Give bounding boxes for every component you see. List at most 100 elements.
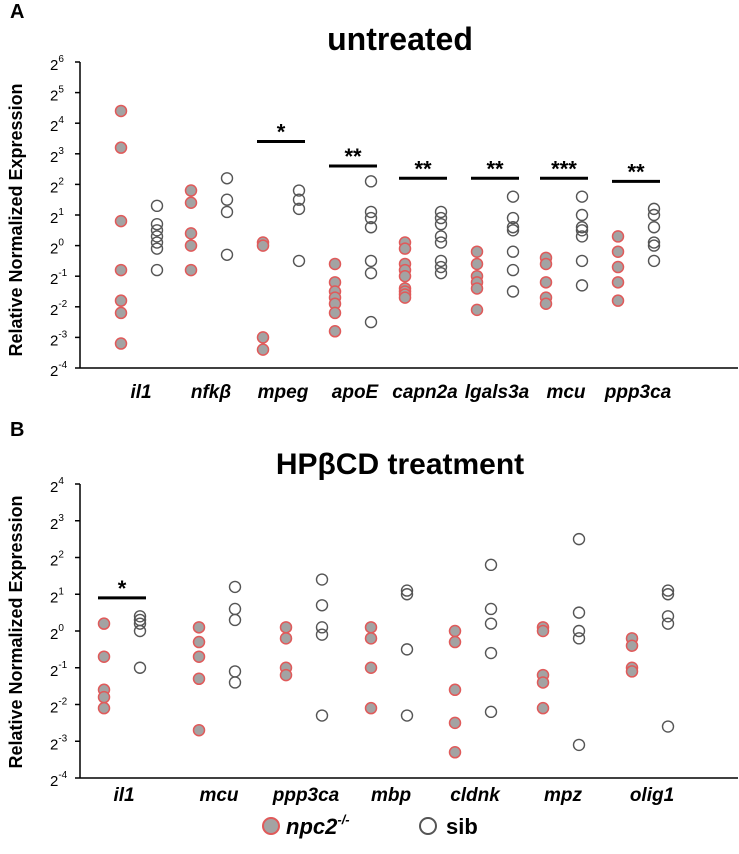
y-tick-label: 21 [50,586,64,606]
point-sib [228,580,242,594]
point-npc2 [114,337,128,350]
point-npc2 [184,196,198,210]
point-sib [661,584,675,597]
point-sib [575,208,589,222]
point-npc2 [279,668,293,682]
point-npc2 [364,632,378,645]
point-sib [647,202,661,216]
point-npc2 [611,276,625,289]
x-tick-label: apoE [332,382,380,403]
significance-label: ** [344,144,362,169]
x-tick-label: olig1 [630,785,674,806]
x-tick-label: il1 [113,785,134,806]
legend-npc2-label: npc2-/- [286,812,350,839]
point-sib [575,190,589,203]
point-npc2 [184,239,198,252]
point-sib [133,624,147,638]
point-npc2 [364,621,378,634]
point-sib [575,224,589,237]
point-sib [434,205,448,219]
point-npc2 [256,239,270,252]
point-sib [572,738,586,752]
point-npc2 [97,617,111,630]
point-sib [150,230,164,243]
point-sib [506,263,520,277]
legend-npc2-superscript: -/- [337,812,349,827]
point-npc2 [114,104,128,118]
point-sib [150,224,164,237]
point-sib [647,208,661,222]
point-npc2 [536,701,550,715]
x-tick-label: mbp [371,785,411,806]
point-npc2 [398,269,412,283]
point-npc2 [448,635,462,649]
point-sib [434,266,448,280]
point-sib [228,676,242,689]
x-tick-label: ppp3ca [272,785,340,806]
point-npc2 [364,661,378,674]
x-tick-label: nfkβ [191,382,232,403]
point-npc2 [97,690,111,704]
point-sib [661,617,675,630]
point-sib [400,588,414,601]
point-sib [364,254,378,268]
point-npc2 [192,635,206,649]
point-sib [150,236,164,249]
y-tick-label: 24 [50,115,64,135]
point-npc2 [470,282,484,295]
point-npc2 [114,294,128,307]
point-sib [572,606,586,619]
point-npc2 [398,242,412,255]
point-sib [400,584,414,597]
point-npc2 [192,672,206,686]
point-npc2 [539,257,553,271]
point-npc2 [539,297,553,310]
chart-title: HPβCD treatment [276,448,524,481]
point-sib [575,279,589,292]
point-npc2 [625,665,639,678]
point-npc2 [184,263,198,277]
point-npc2 [536,676,550,689]
point-npc2 [470,257,484,271]
legend: npc2-/- sib [262,812,478,839]
point-sib [572,624,586,638]
point-npc2 [625,639,639,652]
point-sib [133,610,147,623]
point-sib [364,205,378,219]
point-sib [133,661,147,674]
point-npc2 [184,227,198,240]
y-tick-label: 2-3 [50,733,68,753]
y-tick-label: 26 [50,54,64,74]
point-sib [434,217,448,231]
y-tick-label: 2-2 [50,697,68,717]
point-sib [572,532,586,546]
point-sib [400,643,414,656]
point-sib [220,172,234,185]
point-sib [220,193,234,206]
point-npc2 [279,632,293,645]
x-tick-label: mcu [199,785,238,806]
x-tick-label: mpz [544,785,583,806]
point-npc2 [536,624,550,638]
point-npc2 [97,650,111,663]
panel-b: B HPβCD treatment Relative Normalized Expr… [6,419,738,806]
point-npc2 [364,701,378,715]
x-tick-label: capn2a [392,382,458,403]
y-axis-label: Relative Normalized Expression [6,495,26,768]
significance-label: ** [627,159,645,184]
y-tick-label: 2-3 [50,329,68,349]
point-sib [150,242,164,255]
legend-npc2-marker [262,817,280,835]
point-sib [484,558,498,572]
point-npc2 [114,141,128,154]
y-tick-label: 22 [50,176,64,196]
y-tick-label: 2-4 [50,770,68,790]
point-npc2 [256,343,270,356]
point-sib [315,573,329,586]
chart-title: untreated [327,21,473,57]
point-npc2 [448,716,462,730]
point-sib [133,617,147,630]
point-sib [506,285,520,298]
point-sib [661,720,675,733]
